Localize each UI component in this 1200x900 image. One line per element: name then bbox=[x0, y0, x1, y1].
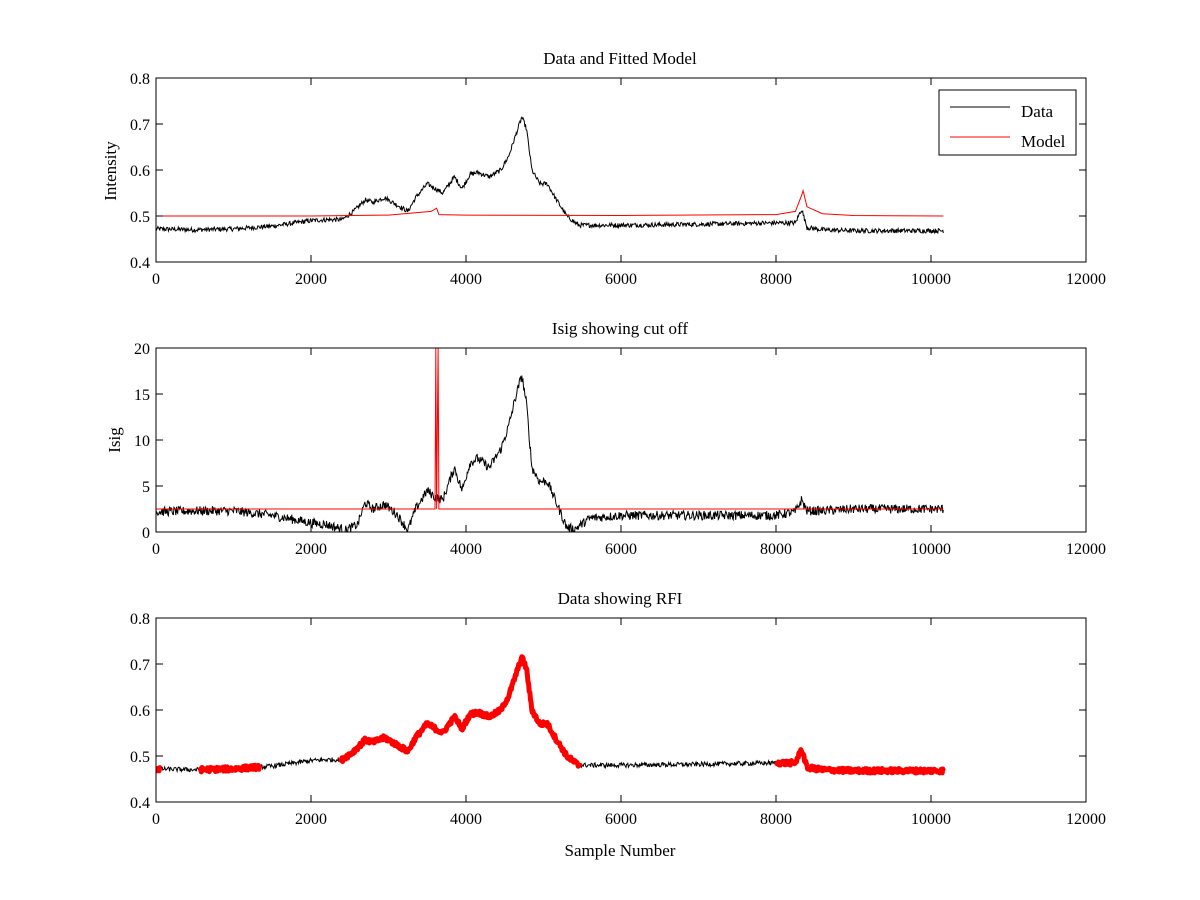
x-tick-label: 12000 bbox=[1066, 541, 1106, 558]
y-tick-label: 0.6 bbox=[130, 703, 150, 720]
x-tick-label: 12000 bbox=[1066, 271, 1106, 288]
x-tick-label: 6000 bbox=[605, 541, 637, 558]
signal-series-line bbox=[156, 375, 944, 532]
x-tick-label: 2000 bbox=[295, 811, 327, 828]
rfi-axes: 0 2000 4000 6000 8000 10000 12000 0.4 0.5 0.6 0.7 0… bbox=[130, 611, 1106, 828]
intensity-panel-title: Data and Fitted Model bbox=[543, 49, 697, 68]
y-tick-label: 15 bbox=[134, 387, 150, 404]
rfi-panel-title: Data showing RFI bbox=[558, 589, 683, 608]
rfi-panel-xlabel: Sample Number bbox=[565, 841, 676, 860]
x-tick-label: 8000 bbox=[760, 541, 792, 558]
y-tick-label: 0.7 bbox=[130, 657, 150, 674]
x-tick-label: 6000 bbox=[605, 811, 637, 828]
isig-panel: Isig showing cut off Isig 0 2000 4000 6000 8… bbox=[105, 319, 1106, 558]
y-tick-label: 0 bbox=[142, 525, 150, 542]
plot-area bbox=[156, 116, 944, 235]
rfi-panel: Data showing RFI 0 2000 4000 6000 8000 10000 1… bbox=[130, 589, 1106, 860]
y-tick-label: 10 bbox=[134, 433, 150, 450]
intensity-panel-ylabel: Intensity bbox=[101, 141, 120, 201]
legend-label-model: Model bbox=[1021, 132, 1066, 151]
y-tick-label: 0.8 bbox=[130, 71, 150, 88]
y-tick-label: 0.8 bbox=[130, 611, 150, 628]
legend-label-data: Data bbox=[1021, 102, 1054, 121]
model-series-line bbox=[156, 188, 944, 217]
rfi-highlight-segment bbox=[338, 654, 583, 769]
x-tick-label: 10000 bbox=[911, 541, 951, 558]
y-tick-label: 0.4 bbox=[130, 795, 150, 812]
rfi-highlight-segment bbox=[156, 765, 163, 774]
x-tick-label: 0 bbox=[152, 811, 160, 828]
y-tick-label: 0.7 bbox=[130, 117, 150, 134]
threshold-series-line bbox=[156, 348, 944, 510]
x-tick-label: 10000 bbox=[911, 271, 951, 288]
x-tick-label: 8000 bbox=[760, 811, 792, 828]
x-tick-label: 4000 bbox=[450, 271, 482, 288]
x-tick-label: 2000 bbox=[295, 541, 327, 558]
y-tick-label: 20 bbox=[134, 341, 150, 358]
y-tick-label: 0.5 bbox=[130, 209, 150, 226]
intensity-panel: Data and Fitted Model Intensity 0 2000 400… bbox=[101, 49, 1106, 288]
x-tick-label: 12000 bbox=[1066, 811, 1106, 828]
y-tick-label: 5 bbox=[142, 479, 150, 496]
rfi-highlight-segment bbox=[197, 762, 263, 775]
plot-area bbox=[156, 654, 946, 776]
rfi-highlight-segment bbox=[774, 747, 946, 776]
legend: Data Model bbox=[938, 89, 1077, 156]
data-series-line bbox=[156, 116, 944, 235]
isig-axes: 0 2000 4000 6000 8000 10000 12000 0 5 10 15 20 bbox=[134, 341, 1106, 558]
intensity-axes: 0 2000 4000 6000 8000 10000 12000 0.4 0.5 0.6 0.7 0… bbox=[130, 71, 1106, 288]
x-tick-label: 0 bbox=[152, 271, 160, 288]
y-tick-label: 0.4 bbox=[130, 255, 150, 272]
x-tick-label: 6000 bbox=[605, 271, 637, 288]
x-tick-label: 4000 bbox=[450, 541, 482, 558]
x-tick-label: 2000 bbox=[295, 271, 327, 288]
x-tick-label: 0 bbox=[152, 541, 160, 558]
isig-panel-ylabel: Isig bbox=[105, 427, 124, 453]
x-tick-label: 8000 bbox=[760, 271, 792, 288]
y-tick-label: 0.6 bbox=[130, 163, 150, 180]
x-tick-label: 10000 bbox=[911, 811, 951, 828]
plot-area bbox=[156, 348, 944, 532]
legend-box bbox=[938, 89, 1077, 156]
x-tick-label: 4000 bbox=[450, 811, 482, 828]
isig-panel-title: Isig showing cut off bbox=[552, 319, 688, 338]
y-tick-label: 0.5 bbox=[130, 749, 150, 766]
